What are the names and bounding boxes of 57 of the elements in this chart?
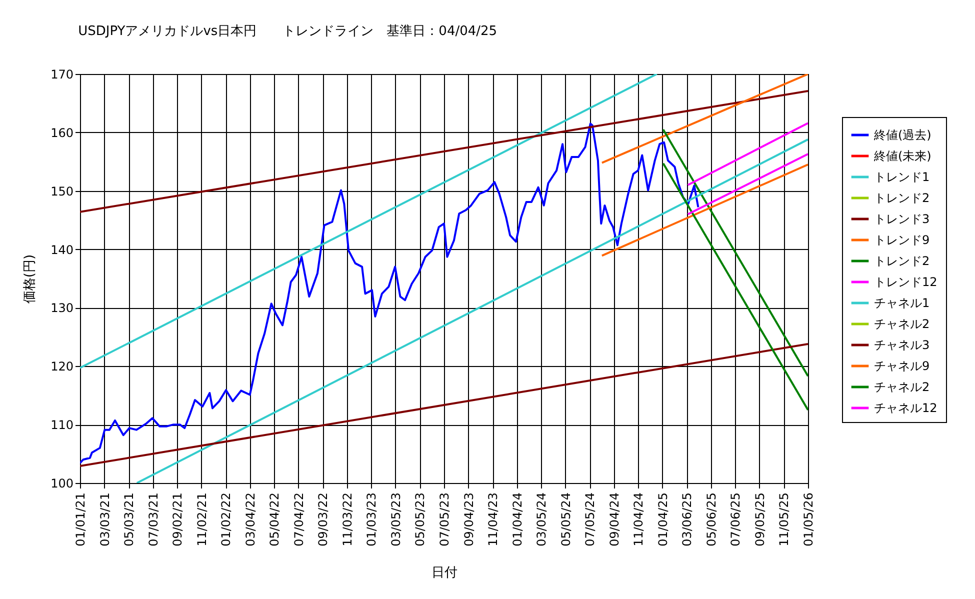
x-tick-label: 07/03/21 <box>146 492 160 546</box>
y-tick-label: 150 <box>50 184 74 198</box>
legend-label: チャネル12 <box>874 401 938 415</box>
x-tick-label: 01/03/23 <box>364 492 379 546</box>
legend-label: チャネル3 <box>874 338 930 352</box>
x-tick-label: 05/06/25 <box>704 492 718 546</box>
x-tick-label: 01/04/24 <box>510 492 524 546</box>
legend-label: チャネル9 <box>874 359 930 373</box>
x-tick-label: 11/03/22 <box>340 492 354 546</box>
line-series <box>80 122 700 464</box>
legend-label: 終値(過去) <box>873 128 932 142</box>
x-axis-title: 日付 <box>432 565 458 580</box>
x-tick-label: 07/04/22 <box>292 492 306 546</box>
legend-label: トレンド2 <box>874 254 930 268</box>
x-tick-label: 03/04/22 <box>243 492 258 546</box>
y-tick-label: 110 <box>50 418 74 432</box>
x-tick-label: 03/05/23 <box>388 492 403 546</box>
x-tick-label: 09/03/22 <box>316 492 330 546</box>
x-tick-label: 11/04/24 <box>632 492 646 546</box>
legend-label: トレンド12 <box>874 275 938 289</box>
y-tick-label: 120 <box>50 360 74 374</box>
legend-label: チャネル1 <box>874 296 930 310</box>
legend-label: トレンド1 <box>874 170 930 184</box>
x-tick-label: 07/06/25 <box>728 492 743 546</box>
x-tick-label: 05/05/23 <box>413 492 428 546</box>
legend-label: 終値(未来) <box>873 149 932 163</box>
x-tick-label: 03/06/25 <box>680 492 694 546</box>
x-tick-label: 11/04/23 <box>486 492 500 546</box>
x-tick-label: 01/01/21 <box>74 492 88 546</box>
x-tick-label: 09/04/23 <box>462 492 476 546</box>
x-tick-label: 01/02/22 <box>219 492 234 546</box>
x-tick-label: 07/05/23 <box>438 492 452 546</box>
legend-label: チャネル2 <box>874 317 930 331</box>
legend-label: トレンド2 <box>874 191 930 205</box>
x-tick-label: 01/04/25 <box>656 492 670 546</box>
x-tick-label: 11/05/25 <box>777 492 792 546</box>
x-tick-label: 09/05/25 <box>752 492 767 546</box>
x-tick-label: 09/04/24 <box>607 492 622 546</box>
y-tick-label: 100 <box>50 476 74 490</box>
x-tick-label: 09/02/21 <box>170 492 185 546</box>
chart-title: USDJPYアメリカドルvs日本円 トレンドライン 基準日：04/04/25 <box>78 24 498 39</box>
x-tick-label: 11/02/21 <box>194 492 209 546</box>
y-axis-title: 価格(円) <box>22 254 38 304</box>
x-tick-label: 05/04/22 <box>268 492 282 546</box>
legend-label: トレンド3 <box>874 212 930 226</box>
x-tick-label: 07/05/24 <box>583 492 598 546</box>
x-tick-label: 05/03/21 <box>122 492 136 546</box>
x-tick-label: 03/05/24 <box>534 492 549 546</box>
y-tick-label: 130 <box>50 301 74 316</box>
y-tick-label: 160 <box>50 126 74 140</box>
legend-label: チャネル2 <box>874 380 930 394</box>
y-tick-label: 170 <box>50 68 74 82</box>
x-tick-label: 05/05/24 <box>558 492 573 546</box>
y-tick-label: 140 <box>50 242 74 257</box>
x-tick-label: 01/05/26 <box>802 492 816 546</box>
x-tick-label: 03/03/21 <box>98 492 112 546</box>
legend-label: トレンド9 <box>874 233 930 247</box>
